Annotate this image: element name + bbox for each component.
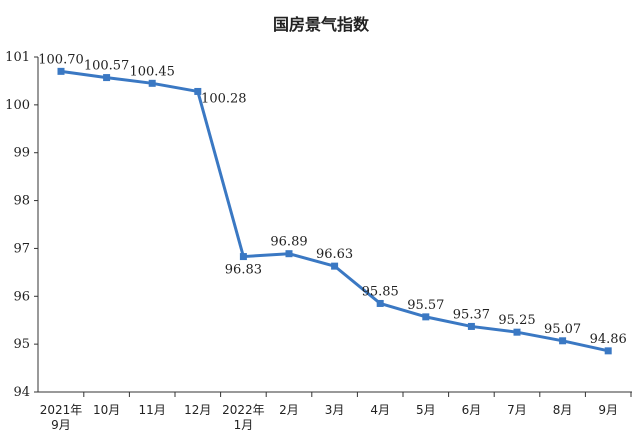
x-tick-label: 8月 (553, 403, 573, 417)
data-label: 100.57 (84, 59, 130, 74)
y-tick-label: 97 (13, 241, 30, 256)
x-tick-label: 1月 (234, 418, 254, 432)
y-tick-label: 95 (13, 337, 30, 352)
data-label: 96.89 (270, 235, 307, 250)
data-point (513, 328, 521, 336)
data-label: 95.37 (453, 307, 490, 322)
data-point (467, 322, 475, 330)
y-tick-label: 99 (13, 146, 30, 161)
x-tick-label: 2022年 (222, 403, 265, 417)
data-label: 100.45 (129, 64, 175, 79)
x-tick-label: 6月 (462, 403, 482, 417)
data-point (422, 313, 430, 321)
data-label: 95.57 (407, 298, 444, 313)
data-label: 95.85 (362, 284, 399, 299)
data-point (239, 253, 247, 261)
y-tick-label: 94 (13, 385, 30, 400)
data-point (148, 79, 156, 87)
data-point (604, 347, 612, 355)
y-tick-label: 101 (5, 50, 30, 65)
data-labels: 100.70 100.57 100.45 100.28 96.83 96.89 96.63 9… (38, 52, 627, 346)
data-label: 94.86 (590, 332, 627, 347)
x-tick-label: 11月 (139, 403, 166, 417)
data-label: 95.25 (498, 313, 535, 328)
data-point (103, 74, 111, 82)
x-tick-label: 10月 (93, 403, 120, 417)
x-tick-label: 3月 (325, 403, 345, 417)
data-point (57, 67, 65, 75)
data-label: 100.70 (38, 52, 84, 67)
data-label: 96.83 (225, 263, 262, 278)
x-tick-label: 12月 (184, 403, 211, 417)
x-tick-label: 2021年 (40, 403, 83, 417)
y-tick-label: 96 (13, 289, 30, 304)
x-tick-label: 9月 (598, 403, 618, 417)
y-tick-label: 98 (13, 194, 30, 209)
x-tick-label: 4月 (370, 403, 390, 417)
x-tick-label: 7月 (507, 403, 527, 417)
data-point (376, 299, 384, 307)
data-point (559, 337, 567, 345)
data-label: 96.63 (316, 247, 353, 262)
y-tick-label: 100 (5, 98, 30, 113)
x-tick-label: 5月 (416, 403, 436, 417)
chart-title: 国房景气指数 (273, 15, 370, 34)
data-point (331, 262, 339, 270)
data-point (285, 250, 293, 258)
y-axis: 94 95 96 97 98 99 100 101 (5, 50, 39, 400)
data-label: 95.07 (544, 322, 581, 337)
data-point (194, 87, 202, 95)
x-tick-label: 9月 (51, 418, 71, 432)
series-group (57, 67, 612, 355)
x-tick-label: 2月 (279, 403, 299, 417)
series-line (59, 69, 610, 353)
data-label: 100.28 (201, 91, 247, 106)
